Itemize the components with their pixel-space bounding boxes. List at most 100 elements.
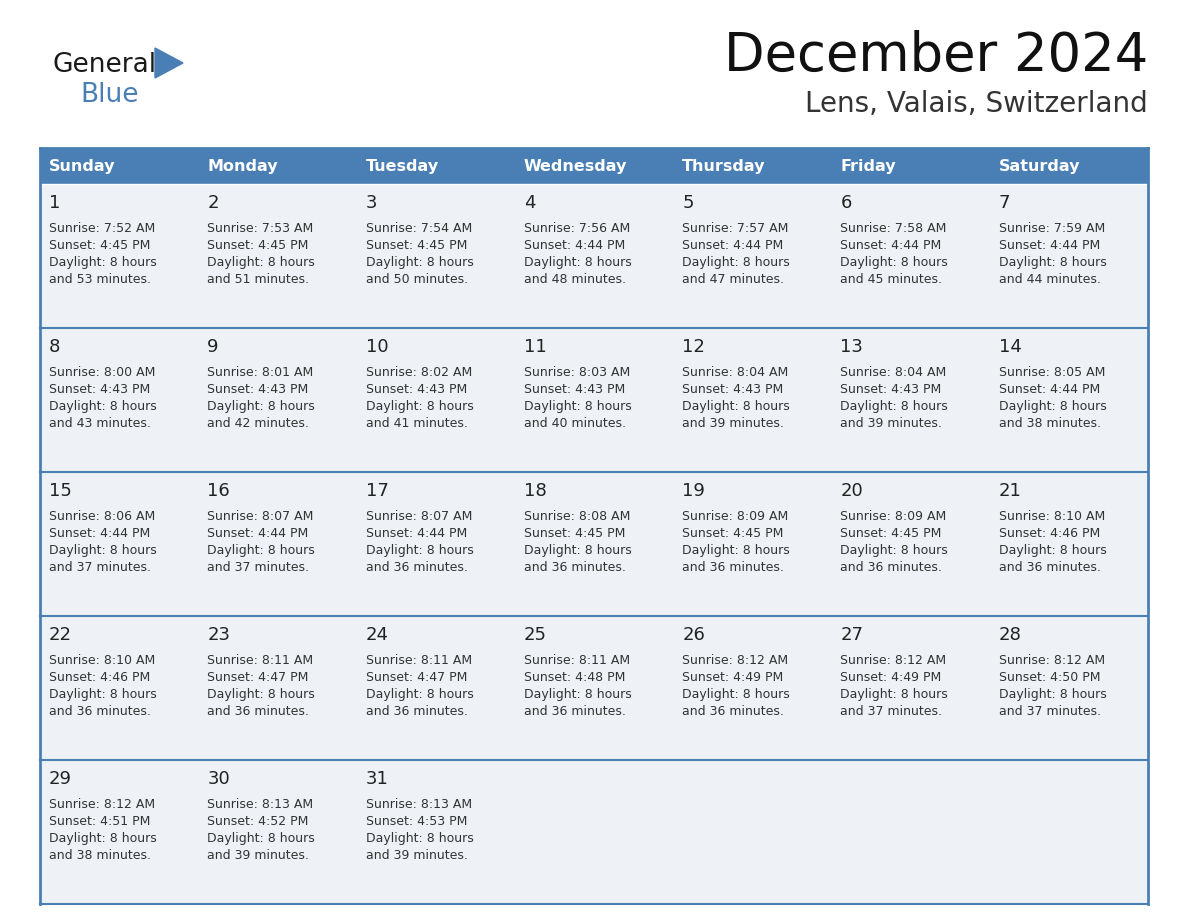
Text: 30: 30 — [207, 770, 230, 788]
Bar — [198, 184, 356, 328]
Bar — [990, 328, 1148, 472]
Text: Sunset: 4:43 PM: Sunset: 4:43 PM — [49, 383, 150, 396]
Text: Sunset: 4:43 PM: Sunset: 4:43 PM — [524, 383, 625, 396]
Text: Sunrise: 8:09 AM: Sunrise: 8:09 AM — [840, 510, 947, 523]
Text: 14: 14 — [999, 338, 1022, 356]
Text: Sunrise: 8:07 AM: Sunrise: 8:07 AM — [366, 510, 472, 523]
Text: and 53 minutes.: and 53 minutes. — [49, 273, 151, 286]
Text: and 47 minutes.: and 47 minutes. — [682, 273, 784, 286]
Text: Sunday: Sunday — [49, 159, 115, 174]
Text: Daylight: 8 hours: Daylight: 8 hours — [840, 400, 948, 413]
Text: Daylight: 8 hours: Daylight: 8 hours — [49, 544, 157, 557]
Text: Blue: Blue — [80, 82, 139, 108]
Text: Sunset: 4:52 PM: Sunset: 4:52 PM — [207, 815, 309, 828]
Text: Wednesday: Wednesday — [524, 159, 627, 174]
Text: Daylight: 8 hours: Daylight: 8 hours — [999, 256, 1106, 269]
Text: Sunrise: 8:04 AM: Sunrise: 8:04 AM — [682, 366, 789, 379]
Text: Daylight: 8 hours: Daylight: 8 hours — [999, 688, 1106, 701]
Text: and 42 minutes.: and 42 minutes. — [207, 417, 309, 430]
Bar — [990, 616, 1148, 760]
Bar — [40, 148, 1148, 184]
Text: and 51 minutes.: and 51 minutes. — [207, 273, 309, 286]
Text: Sunset: 4:45 PM: Sunset: 4:45 PM — [682, 527, 784, 540]
Text: and 38 minutes.: and 38 minutes. — [49, 849, 151, 862]
Bar — [832, 760, 990, 904]
Text: Sunrise: 7:56 AM: Sunrise: 7:56 AM — [524, 222, 630, 235]
Text: 1: 1 — [49, 194, 61, 212]
Bar — [198, 328, 356, 472]
Bar — [674, 472, 832, 616]
Text: and 37 minutes.: and 37 minutes. — [840, 705, 942, 718]
Text: Daylight: 8 hours: Daylight: 8 hours — [207, 400, 315, 413]
Text: Sunrise: 8:06 AM: Sunrise: 8:06 AM — [49, 510, 156, 523]
Text: 24: 24 — [366, 626, 388, 644]
Text: 20: 20 — [840, 482, 864, 500]
Text: Daylight: 8 hours: Daylight: 8 hours — [840, 544, 948, 557]
Text: Sunset: 4:44 PM: Sunset: 4:44 PM — [49, 527, 150, 540]
Bar — [198, 616, 356, 760]
Text: Sunset: 4:43 PM: Sunset: 4:43 PM — [366, 383, 467, 396]
Text: Friday: Friday — [840, 159, 896, 174]
Text: Sunset: 4:44 PM: Sunset: 4:44 PM — [207, 527, 309, 540]
Text: Sunrise: 8:11 AM: Sunrise: 8:11 AM — [207, 654, 314, 667]
Text: and 38 minutes.: and 38 minutes. — [999, 417, 1101, 430]
Text: and 36 minutes.: and 36 minutes. — [366, 705, 467, 718]
Text: Sunrise: 8:08 AM: Sunrise: 8:08 AM — [524, 510, 630, 523]
Bar — [356, 184, 514, 328]
Bar — [40, 760, 198, 904]
Text: Sunset: 4:49 PM: Sunset: 4:49 PM — [840, 671, 942, 684]
Text: Daylight: 8 hours: Daylight: 8 hours — [366, 832, 473, 845]
Bar — [514, 328, 674, 472]
Text: and 36 minutes.: and 36 minutes. — [524, 705, 626, 718]
Text: Tuesday: Tuesday — [366, 159, 438, 174]
Text: 28: 28 — [999, 626, 1022, 644]
Text: 23: 23 — [207, 626, 230, 644]
Text: Sunrise: 7:59 AM: Sunrise: 7:59 AM — [999, 222, 1105, 235]
Text: Sunrise: 8:05 AM: Sunrise: 8:05 AM — [999, 366, 1105, 379]
Text: Daylight: 8 hours: Daylight: 8 hours — [207, 832, 315, 845]
Text: and 48 minutes.: and 48 minutes. — [524, 273, 626, 286]
Text: 26: 26 — [682, 626, 704, 644]
Text: Daylight: 8 hours: Daylight: 8 hours — [366, 544, 473, 557]
Text: Sunrise: 8:11 AM: Sunrise: 8:11 AM — [366, 654, 472, 667]
Text: and 36 minutes.: and 36 minutes. — [999, 561, 1100, 574]
Text: Thursday: Thursday — [682, 159, 765, 174]
Text: Sunset: 4:44 PM: Sunset: 4:44 PM — [524, 239, 625, 252]
Text: and 36 minutes.: and 36 minutes. — [682, 705, 784, 718]
Text: 6: 6 — [840, 194, 852, 212]
Text: Sunset: 4:50 PM: Sunset: 4:50 PM — [999, 671, 1100, 684]
Text: Sunrise: 7:57 AM: Sunrise: 7:57 AM — [682, 222, 789, 235]
Text: Sunset: 4:47 PM: Sunset: 4:47 PM — [366, 671, 467, 684]
Text: Sunset: 4:47 PM: Sunset: 4:47 PM — [207, 671, 309, 684]
Bar — [674, 616, 832, 760]
Text: Sunset: 4:48 PM: Sunset: 4:48 PM — [524, 671, 625, 684]
Text: Lens, Valais, Switzerland: Lens, Valais, Switzerland — [805, 90, 1148, 118]
Text: Daylight: 8 hours: Daylight: 8 hours — [524, 400, 632, 413]
Bar — [40, 472, 198, 616]
Text: Daylight: 8 hours: Daylight: 8 hours — [49, 688, 157, 701]
Text: Daylight: 8 hours: Daylight: 8 hours — [524, 256, 632, 269]
Text: Sunset: 4:49 PM: Sunset: 4:49 PM — [682, 671, 783, 684]
Text: Sunrise: 8:12 AM: Sunrise: 8:12 AM — [682, 654, 789, 667]
Text: and 36 minutes.: and 36 minutes. — [524, 561, 626, 574]
Bar — [832, 616, 990, 760]
Text: 13: 13 — [840, 338, 864, 356]
Text: Sunset: 4:43 PM: Sunset: 4:43 PM — [682, 383, 783, 396]
Text: Sunrise: 8:12 AM: Sunrise: 8:12 AM — [840, 654, 947, 667]
Bar — [514, 184, 674, 328]
Text: Sunset: 4:46 PM: Sunset: 4:46 PM — [999, 527, 1100, 540]
Text: Daylight: 8 hours: Daylight: 8 hours — [999, 400, 1106, 413]
Bar — [832, 328, 990, 472]
Text: Sunset: 4:53 PM: Sunset: 4:53 PM — [366, 815, 467, 828]
Text: Sunrise: 7:52 AM: Sunrise: 7:52 AM — [49, 222, 156, 235]
Text: and 36 minutes.: and 36 minutes. — [682, 561, 784, 574]
Text: and 39 minutes.: and 39 minutes. — [207, 849, 309, 862]
Text: December 2024: December 2024 — [723, 30, 1148, 82]
Text: Daylight: 8 hours: Daylight: 8 hours — [682, 544, 790, 557]
Text: 15: 15 — [49, 482, 72, 500]
Text: Sunset: 4:44 PM: Sunset: 4:44 PM — [682, 239, 783, 252]
Text: Sunset: 4:45 PM: Sunset: 4:45 PM — [49, 239, 151, 252]
Text: and 36 minutes.: and 36 minutes. — [207, 705, 309, 718]
Bar — [40, 616, 198, 760]
Text: 8: 8 — [49, 338, 61, 356]
